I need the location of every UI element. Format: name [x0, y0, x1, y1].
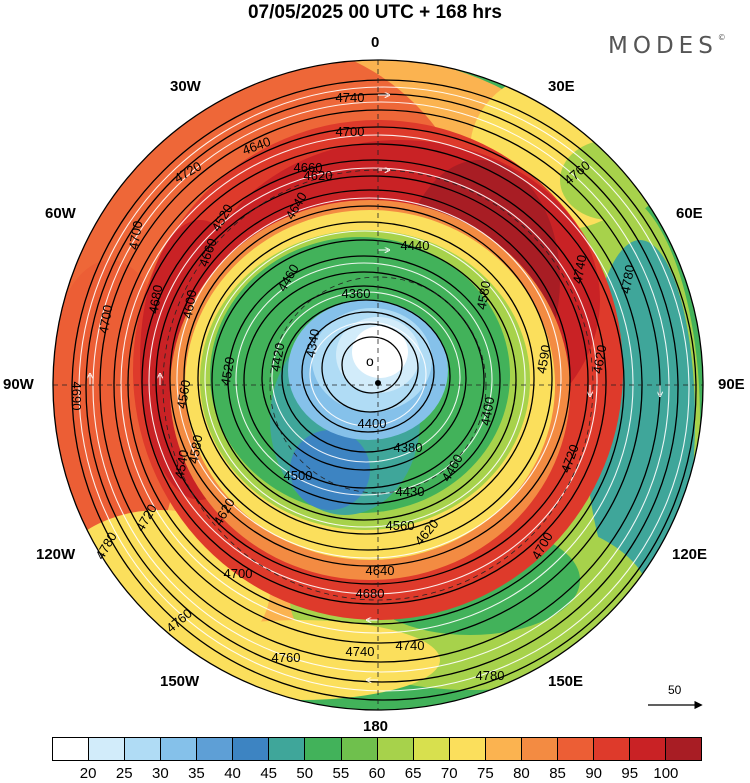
lon-label-150w: 150W	[160, 673, 200, 690]
colorbar-tick-label: 25	[115, 765, 133, 782]
contour-label: 4430	[396, 484, 425, 499]
contour-label: 4600	[180, 289, 200, 320]
colorbar-swatch	[269, 738, 306, 760]
contour-label: 4620	[304, 168, 333, 183]
wind-speed-colorbar	[52, 737, 702, 761]
colorbar-swatch	[449, 738, 486, 760]
colorbar-tick-label: 70	[440, 765, 458, 782]
lon-label-30e: 30E	[548, 78, 575, 95]
colorbar-swatch	[161, 738, 198, 760]
colorbar-tick-label: 60	[368, 765, 386, 782]
north-pole-marker	[375, 380, 381, 386]
contour-label: 4340	[303, 328, 323, 359]
modes-logo: MODES©	[608, 33, 726, 59]
colorbar-swatch	[413, 738, 450, 760]
contour-label: 4780	[618, 264, 638, 295]
lon-label-150e: 150E	[548, 673, 584, 690]
contour-label: 4560	[174, 379, 194, 410]
colorbar-swatch	[666, 738, 702, 760]
colorbar-swatch	[125, 738, 162, 760]
contour-label: 4690	[69, 382, 84, 411]
colorbar-tick-label: 90	[585, 765, 602, 782]
lon-label-120w: 120W	[36, 546, 76, 563]
contour-label: 4640	[366, 563, 395, 578]
colorbar-tick-label: 75	[476, 765, 494, 782]
contour-label: 4740	[570, 254, 590, 285]
colorbar-ticks: 20 25 30 35 40 45 50 55 60 65 70 75 80 85 90 95 100	[52, 765, 702, 783]
colorbar-tick-label: 20	[79, 765, 97, 782]
contour-label: 4400	[358, 416, 387, 431]
colorbar-tick-label: 95	[621, 765, 639, 782]
colorbar-tick-label: 100	[653, 765, 679, 782]
contour-label: 4400	[478, 396, 498, 427]
contour-label: 4760	[272, 650, 301, 665]
contour-label: 4500	[284, 468, 313, 483]
colorbar-swatch	[197, 738, 234, 760]
streamlines	[78, 86, 690, 692]
lon-label-120e: 120E	[672, 546, 708, 563]
lon-label-30w: 30W	[170, 78, 201, 95]
contour-label: 4700	[224, 566, 253, 581]
logo-text: MODES	[608, 33, 718, 59]
contour-label: 4580	[186, 434, 206, 465]
contour-label: 4540	[172, 449, 192, 480]
colorbar-tick-label: 35	[188, 765, 205, 782]
lon-label-60w: 60W	[45, 205, 76, 222]
colorbar-swatch	[557, 738, 594, 760]
colorbar-tick-label: 40	[224, 765, 241, 782]
contour-label: 4740	[336, 90, 365, 105]
colorbar-tick-label: 30	[151, 765, 169, 782]
colorbar-swatch	[305, 738, 342, 760]
lon-label-60e: 60E	[676, 205, 703, 222]
colorbar-tick-label: 85	[549, 765, 566, 782]
map-boundary	[52, 59, 704, 711]
lon-label-90w: 90W	[3, 376, 34, 393]
contour-label: 4680	[356, 586, 385, 601]
colorbar-tick-label: 50	[296, 765, 314, 782]
colorbar-swatch	[593, 738, 630, 760]
contour-label: 4680	[146, 284, 166, 315]
colorbar-tick-label: 45	[260, 765, 277, 782]
forecast-title: 07/05/2025 00 UTC + 168 hrs	[247, 2, 503, 23]
logo-mark: ©	[717, 33, 726, 42]
reference-vector-label: 50	[668, 684, 682, 697]
contour-label: 4740	[396, 638, 425, 653]
contour-label: 4520	[218, 356, 238, 387]
contour-label: 4580	[474, 280, 494, 311]
colorbar-swatch	[233, 738, 270, 760]
colorbar-swatch	[485, 738, 522, 760]
contour-label: 4700	[126, 220, 146, 251]
contour-label: 4780	[476, 668, 505, 683]
height-contours	[71, 79, 697, 701]
colorbar-swatch	[377, 738, 414, 760]
colorbar-swatch	[89, 738, 126, 760]
colorbar-tick-label: 55	[332, 765, 350, 782]
colorbar-swatch	[341, 738, 378, 760]
low-center-marker: o	[366, 353, 374, 369]
colorbar-swatch	[521, 738, 558, 760]
contour-label: 4740	[346, 644, 375, 659]
contour-label: 4560	[386, 518, 415, 533]
colorbar-tick-label: 80	[513, 765, 530, 782]
colorbar-tick-label: 65	[404, 765, 422, 782]
contour-label: 4440	[401, 238, 430, 253]
lon-label-180: 180	[363, 718, 389, 735]
lon-label-90e: 90E	[718, 376, 745, 393]
lon-label-0: 0	[371, 34, 380, 51]
contour-label: 4700	[336, 124, 365, 139]
contour-label: 4420	[268, 342, 288, 373]
reference-vector: 50	[648, 684, 703, 710]
contour-label: 4590	[534, 344, 554, 375]
colorbar-swatch	[53, 738, 90, 760]
contour-label: 4620	[590, 344, 610, 375]
contour-label: 4660	[294, 160, 323, 175]
contour-label: 4700	[96, 304, 116, 335]
contour-label: 4380	[394, 440, 423, 455]
colorbar-swatch	[630, 738, 667, 760]
contour-label: 4360	[342, 286, 371, 301]
